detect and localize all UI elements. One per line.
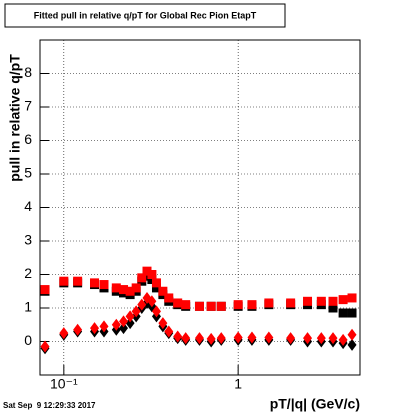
marker-diamond — [59, 327, 69, 340]
marker-diamond — [181, 332, 191, 345]
marker-diamond — [111, 318, 121, 331]
marker-square — [99, 280, 109, 290]
x-tick-label: 1 — [234, 376, 242, 392]
marker-diamond — [158, 317, 168, 330]
marker-diamond — [119, 315, 129, 328]
marker-square — [338, 295, 348, 305]
marker-diamond — [173, 330, 183, 343]
marker-square — [40, 285, 50, 295]
marker-square — [125, 286, 135, 296]
y-tick-label: 7 — [24, 98, 32, 114]
y-tick-label: 0 — [24, 332, 32, 348]
marker-diamond — [131, 305, 141, 318]
marker-square — [151, 283, 161, 293]
marker-diamond — [151, 305, 161, 318]
marker-diamond — [303, 332, 313, 345]
footer: Sat Sep 9 12:29:33 2017 — [3, 401, 96, 410]
marker-square — [142, 266, 152, 276]
marker-diamond — [164, 325, 174, 338]
marker-diamond — [247, 331, 257, 344]
y-tick-label: 4 — [24, 198, 32, 214]
y-tick-label: 1 — [24, 299, 32, 315]
marker-diamond — [347, 328, 357, 341]
title-box — [4, 3, 286, 28]
marker-diamond — [233, 331, 243, 344]
marker-square — [181, 300, 191, 310]
marker-diamond — [137, 298, 147, 311]
marker-square — [316, 296, 326, 306]
marker-square — [59, 276, 69, 286]
y-tick-label: 6 — [24, 131, 32, 147]
marker-square — [131, 283, 141, 293]
marker-square — [328, 296, 338, 306]
marker-diamond — [40, 340, 50, 353]
marker-diamond — [216, 332, 226, 345]
marker-square — [142, 271, 152, 281]
marker-square — [164, 293, 174, 303]
y-tick-label: 5 — [24, 165, 32, 181]
x-axis-label: pT/|q| (GeV/c) — [270, 396, 360, 412]
y-tick-label: 3 — [24, 232, 32, 248]
marker-square — [216, 301, 226, 311]
marker-square — [90, 278, 100, 288]
marker-diamond — [119, 322, 129, 335]
marker-square — [147, 275, 157, 285]
x-tick-label: 10⁻¹ — [50, 376, 78, 392]
marker-square — [264, 298, 274, 308]
marker-square — [73, 276, 83, 286]
marker-square — [233, 300, 243, 310]
marker-diamond — [125, 310, 135, 323]
marker-square — [119, 285, 129, 295]
marker-square — [147, 270, 157, 279]
marker-diamond — [99, 320, 109, 333]
marker-square — [151, 278, 161, 288]
marker-square — [206, 301, 216, 311]
marker-square — [173, 298, 183, 308]
marker-square — [328, 303, 338, 313]
marker-square — [338, 308, 348, 318]
marker-square — [303, 296, 313, 306]
marker-square — [194, 301, 204, 311]
marker-diamond — [194, 332, 204, 345]
marker-diamond — [206, 332, 216, 345]
marker-diamond — [338, 333, 348, 346]
marker-diamond — [90, 322, 100, 335]
marker-diamond — [73, 323, 83, 336]
marker-diamond — [264, 331, 274, 344]
marker-square — [247, 300, 257, 310]
y-tick-label: 8 — [24, 64, 32, 80]
marker-diamond — [286, 332, 296, 345]
marker-diamond — [347, 338, 357, 351]
marker-diamond — [316, 332, 326, 345]
marker-diamond — [125, 317, 135, 330]
marker-diamond — [328, 332, 338, 345]
marker-square — [347, 293, 357, 303]
y-axis-label: pull in relative q/pT — [7, 54, 23, 182]
marker-square — [137, 273, 147, 283]
marker-square — [111, 283, 121, 293]
y-tick-label: 2 — [24, 265, 32, 281]
marker-diamond — [147, 295, 157, 308]
chart-title: Fitted pull in relative q/pT for Global … — [34, 10, 257, 20]
marker-square — [158, 286, 168, 296]
marker-square — [347, 308, 357, 318]
marker-square — [286, 298, 296, 308]
